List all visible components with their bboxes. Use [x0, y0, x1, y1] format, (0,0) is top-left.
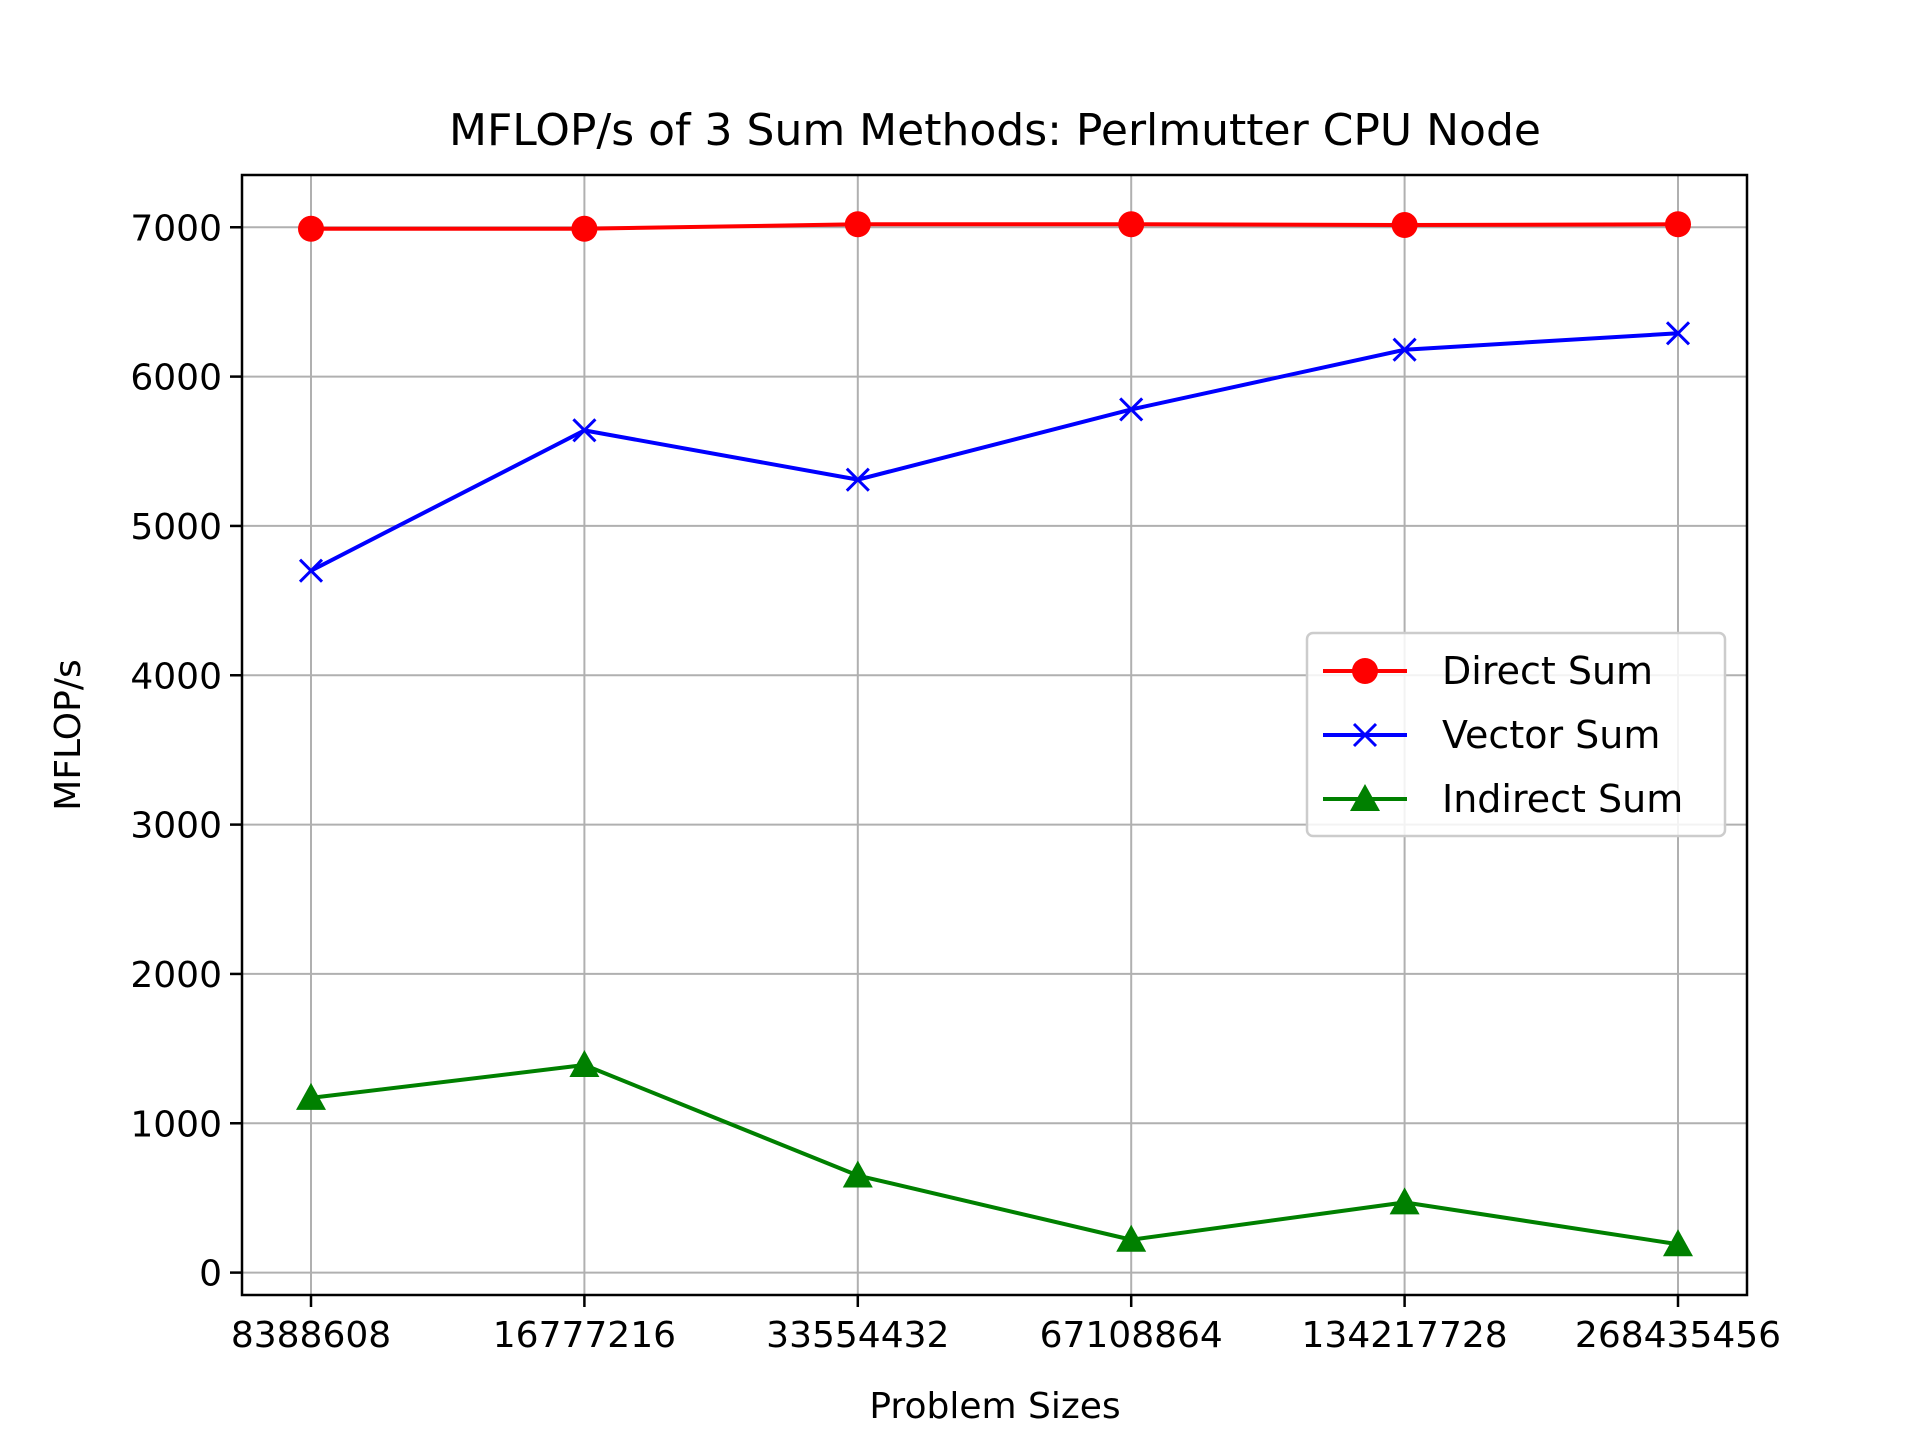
y-tick-label: 6000 [130, 358, 222, 399]
direct-sum-line [311, 222, 1679, 231]
indirect-sum-point [296, 1082, 326, 1110]
y-tick-label: 5000 [130, 507, 222, 548]
legend-marker [1352, 658, 1378, 684]
legend-label: Indirect Sum [1442, 777, 1683, 821]
legend-box [1305, 631, 1727, 838]
legend: Direct Sum Vector Sum Indirect Sum [1305, 631, 1727, 838]
x-axis-label: Problem Sizes [869, 1386, 1120, 1427]
y-axis: 0 1000 2000 3000 4000 5000 6000 7000 [130, 208, 242, 1295]
legend-marker [1350, 784, 1380, 811]
direct-sum-point [1665, 211, 1691, 238]
y-tick-label: 3000 [130, 806, 222, 847]
indirect-sum-point [569, 1050, 600, 1078]
legend-item-direct-sum: Direct Sum [1323, 649, 1653, 693]
indirect-sum-point [1663, 1229, 1693, 1257]
x-tick-label: 16777216 [493, 1315, 676, 1356]
x-axis: 8388608 16777216 33554432 67108864 134217728… [231, 1295, 1781, 1356]
direct-sum-point [844, 211, 871, 238]
x-tick-label: 67108864 [1040, 1315, 1223, 1356]
indirect-sum-point [1389, 1187, 1420, 1215]
y-tick-label: 7000 [130, 208, 222, 249]
indirect-sum-line [310, 1063, 1679, 1247]
legend-label: Direct Sum [1442, 649, 1653, 693]
plot-frame [240, 173, 1749, 1297]
direct-sum-point [298, 215, 324, 242]
direct-sum-point [1391, 212, 1418, 239]
legend-item-vector-sum: Vector Sum [1323, 713, 1660, 757]
chart-title: MFLOP/s of 3 Sum Methods: Perlmutter CPU… [449, 105, 1541, 156]
vector-sum-line [310, 331, 1679, 573]
indirect-sum-point [1116, 1224, 1147, 1252]
legend-marker [1352, 722, 1378, 748]
y-tick-label: 4000 [130, 656, 222, 697]
vector-sum-point [1392, 337, 1417, 362]
y-tick-label: 2000 [130, 955, 222, 996]
direct-sum-point [1118, 211, 1145, 238]
vector-sum-point [1665, 321, 1691, 346]
vector-sum-point [572, 418, 597, 443]
x-tick-label: 33554432 [766, 1315, 949, 1356]
x-tick-label: 134217728 [1302, 1315, 1508, 1356]
legend-item-indirect-sum: Indirect Sum [1323, 777, 1683, 821]
vector-sum-point [298, 558, 324, 583]
indirect-sum-point [842, 1160, 873, 1188]
x-tick-label: 268435456 [1575, 1315, 1781, 1356]
vector-sum-point [845, 467, 870, 492]
y-tick-label: 1000 [130, 1104, 222, 1145]
direct-sum-point [571, 215, 598, 242]
x-tick-label: 8388608 [231, 1315, 391, 1356]
legend-label: Vector Sum [1442, 713, 1660, 757]
series-markers [296, 211, 1693, 1257]
y-axis-label: MFLOP/s [48, 659, 89, 810]
y-tick-label: 0 [199, 1254, 222, 1295]
series-lines [310, 222, 1679, 1247]
vector-sum-point [1119, 397, 1144, 422]
